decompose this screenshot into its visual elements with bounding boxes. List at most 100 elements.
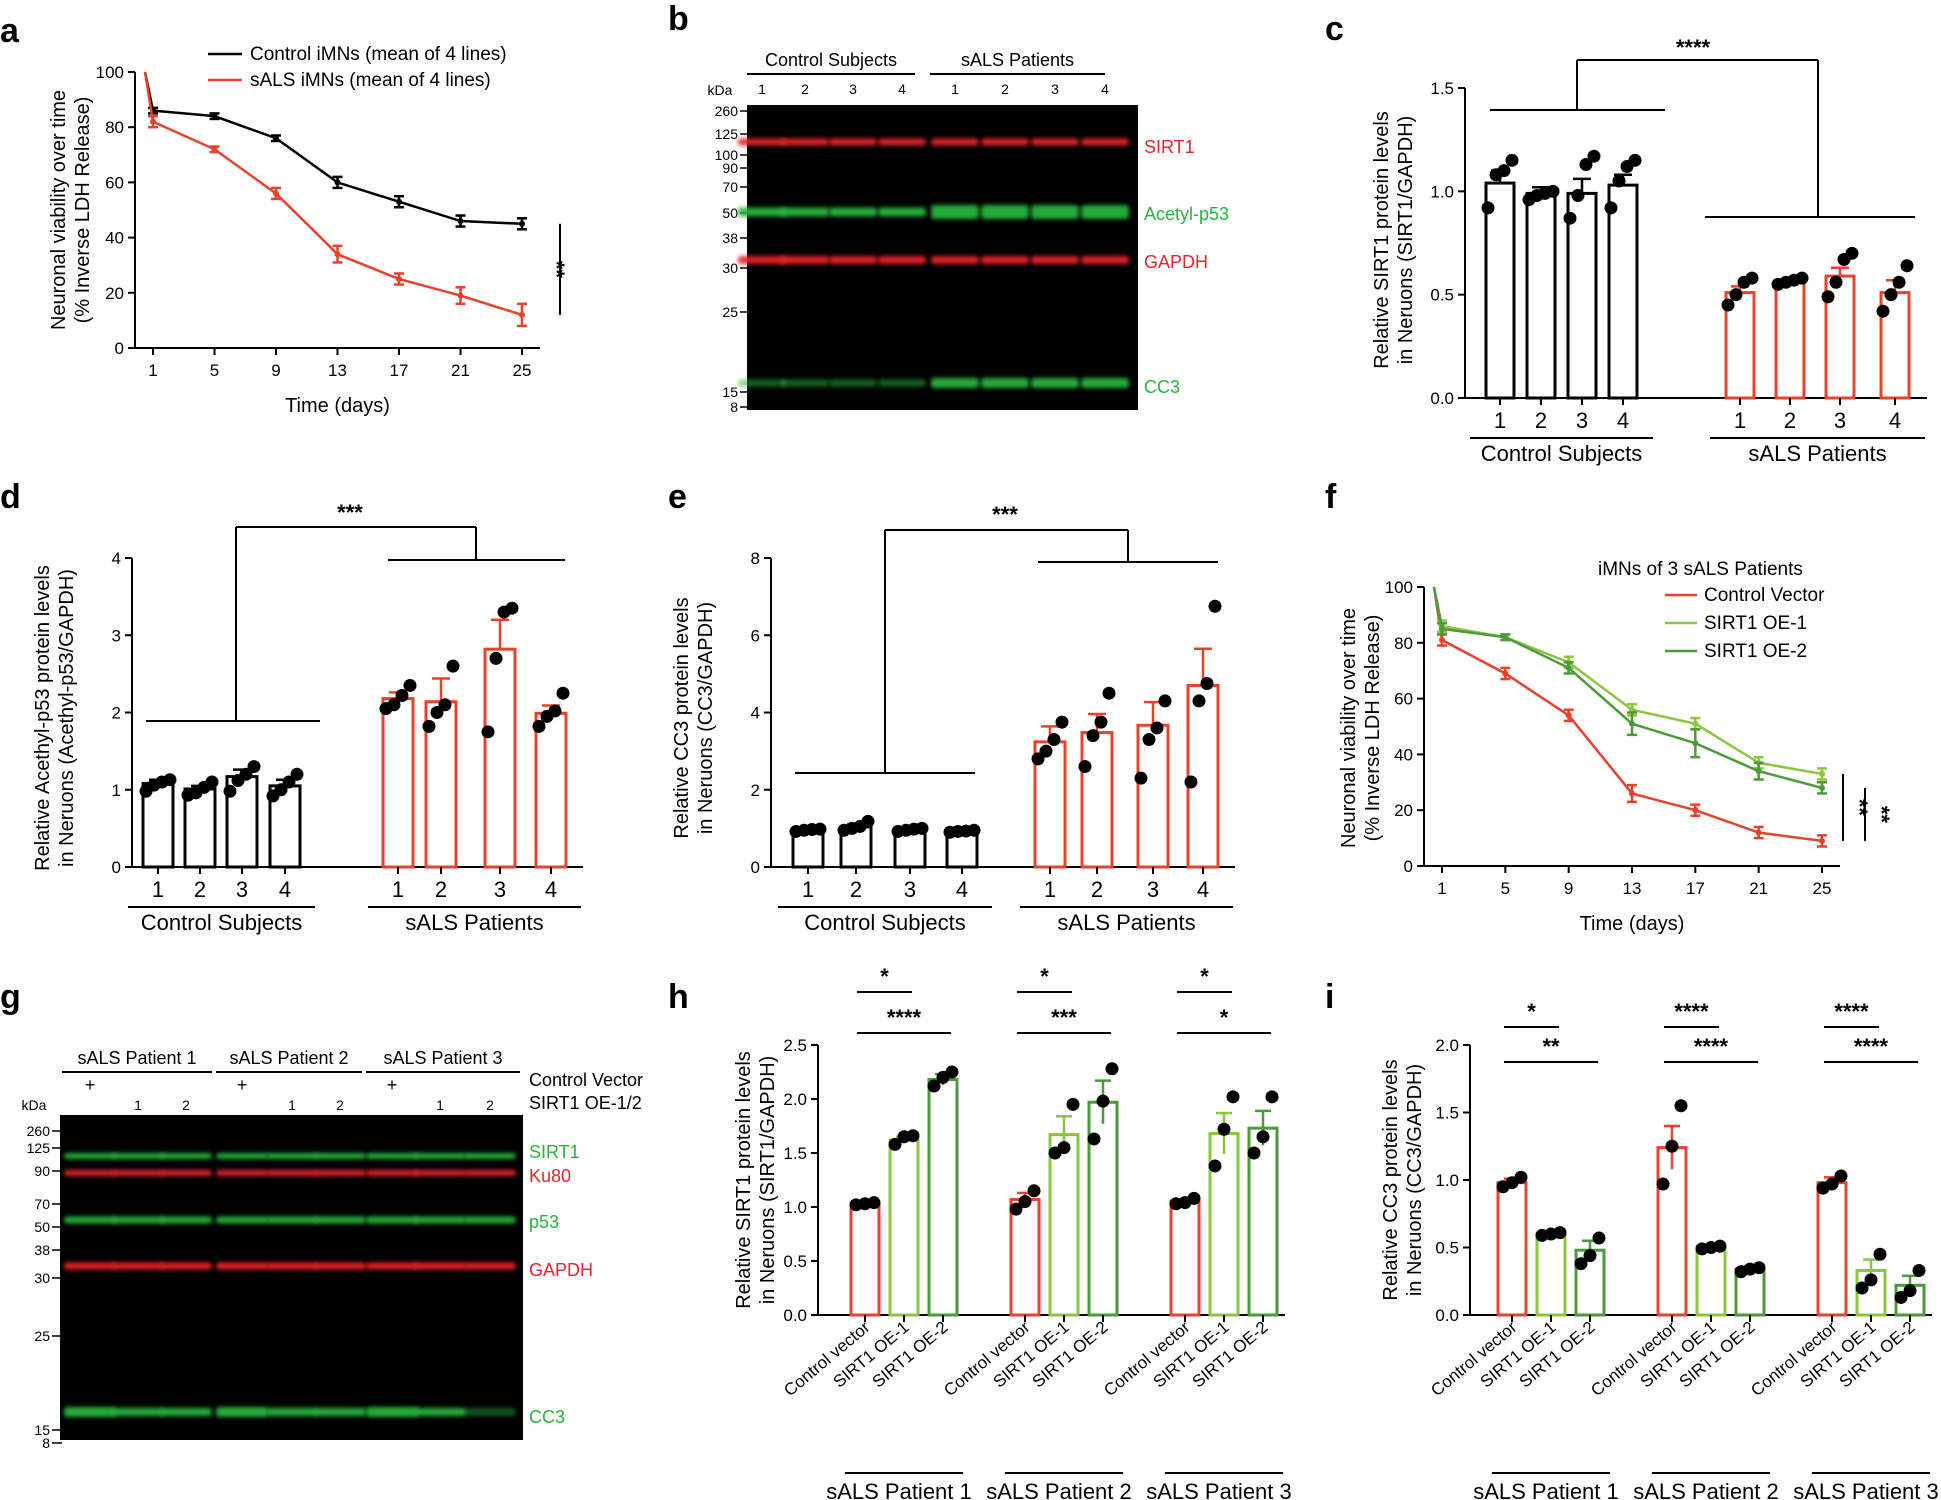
blot-lane-label: 4 (1101, 81, 1109, 97)
kda-label: kDa (708, 82, 733, 98)
data-point (915, 821, 929, 835)
y-tick-label: 1.0 (1430, 182, 1454, 201)
x-tick-label: 1 (148, 361, 157, 380)
y-tick-label: 1.5 (1430, 79, 1454, 98)
band-label: SIRT1 (1144, 137, 1195, 157)
legend-label: Control iMNs (mean of 4 lines) (250, 44, 507, 65)
panel-letter-b: b (668, 0, 689, 38)
bar (1496, 1181, 1528, 1317)
blot-lane-label: 4 (898, 81, 906, 97)
y-tick-label: 40 (105, 229, 124, 248)
blot-lane-label: 3 (849, 81, 857, 97)
data-point (290, 767, 304, 781)
x-tick-label: 1 (802, 877, 814, 902)
bar (1484, 181, 1516, 400)
blot-band (266, 1216, 318, 1224)
data-point (1819, 837, 1825, 844)
data-point (1903, 1284, 1917, 1298)
data-point (1612, 174, 1626, 188)
series-line (143, 71, 523, 226)
y-axis-title: Relative CC3 protein levels in Neruons (C… (1380, 1059, 1426, 1300)
significance-label: **** (1674, 999, 1709, 1024)
y-tick-label: 1.0 (783, 1198, 807, 1217)
group-label: sALS Patient 2 (1633, 1479, 1779, 1500)
y-axis-title-line: (% Inverse LDH Release) (1362, 615, 1384, 842)
significance-label: *** (337, 500, 363, 525)
blot-band (64, 1262, 116, 1270)
y-tick-label: 2.0 (783, 1090, 807, 1109)
data-point (1795, 271, 1809, 285)
x-tick-label: 17 (390, 361, 409, 380)
group-label: sALS Patients (1748, 441, 1886, 466)
data-point (1027, 1184, 1041, 1198)
data-point (1226, 1090, 1240, 1104)
significance-label: **** (1834, 999, 1869, 1024)
significance-label: *** (1051, 1005, 1077, 1030)
data-point (457, 292, 464, 299)
blot-band (216, 1262, 268, 1270)
data-point (1900, 259, 1914, 273)
x-tick-label: 3 (236, 877, 248, 902)
data-point (1629, 706, 1635, 713)
blot-band (829, 207, 877, 217)
data-point (1563, 211, 1577, 225)
group-label: sALS Patient 2 (986, 1479, 1132, 1500)
blot-band (1031, 378, 1079, 388)
y-tick-label: 0 (751, 858, 760, 877)
y-axis-title-line: Neuronal viability over time (1338, 608, 1360, 848)
blot-band (1031, 138, 1079, 146)
x-tick-label: 5 (210, 361, 219, 380)
data-point (1713, 1239, 1727, 1253)
data-point (395, 689, 409, 703)
blot-band (216, 1170, 268, 1176)
data-point (1604, 201, 1618, 215)
blot-band (414, 1216, 466, 1224)
bar (1607, 183, 1639, 400)
data-point (211, 146, 218, 153)
x-tick-label: 9 (271, 361, 280, 380)
data-point (1656, 1177, 1670, 1191)
x-tick-label: 21 (451, 361, 470, 380)
data-point (1505, 153, 1519, 167)
legend-label: SIRT1 OE-2 (1704, 641, 1807, 662)
data-point (532, 719, 546, 733)
blot-band (981, 378, 1029, 388)
blot-band (878, 256, 926, 264)
blot-band (160, 1170, 212, 1176)
marker-label: 260 (715, 103, 739, 119)
blot-band (981, 205, 1029, 219)
data-point (519, 220, 525, 227)
blot-lane-label: 1 (758, 81, 766, 97)
blot-band (931, 256, 979, 264)
y-axis-title-line: Relative Acethyl-p53 protein levels (32, 565, 54, 871)
panel-letter-f: f (1325, 478, 1337, 516)
bar (1009, 1197, 1041, 1317)
blot-band (878, 138, 926, 146)
y-tick-label: 2 (112, 704, 121, 723)
y-tick-label: 3 (112, 626, 121, 645)
data-point (1574, 1257, 1588, 1271)
data-point (556, 686, 570, 700)
marker-label: 8 (730, 399, 738, 415)
data-point (1184, 775, 1198, 789)
data-point (211, 113, 218, 120)
marker-label: 8 (42, 1435, 50, 1451)
x-tick-label: 3 (1576, 408, 1588, 433)
y-tick-label: 6 (751, 626, 760, 645)
x-tick-label: 1 (1494, 408, 1506, 433)
row-label: SIRT1 OE-1/2 (529, 1093, 642, 1113)
marker-label: 38 (34, 1242, 50, 1258)
y-axis-title: Relative Acethyl-p53 protein levels in Ne… (32, 565, 78, 871)
blot-band (314, 1170, 366, 1176)
blot-band (314, 1153, 366, 1159)
band-label: Acetyl-p53 (1144, 204, 1229, 224)
oe-mark: 1 (288, 1097, 296, 1113)
group-label: sALS Patient 1 (1473, 1479, 1619, 1500)
series-line (1432, 586, 1823, 843)
data-point (867, 1196, 881, 1210)
data-point (1055, 715, 1069, 729)
data-point (1884, 288, 1898, 302)
bar (1169, 1200, 1201, 1317)
data-point (1208, 599, 1222, 613)
